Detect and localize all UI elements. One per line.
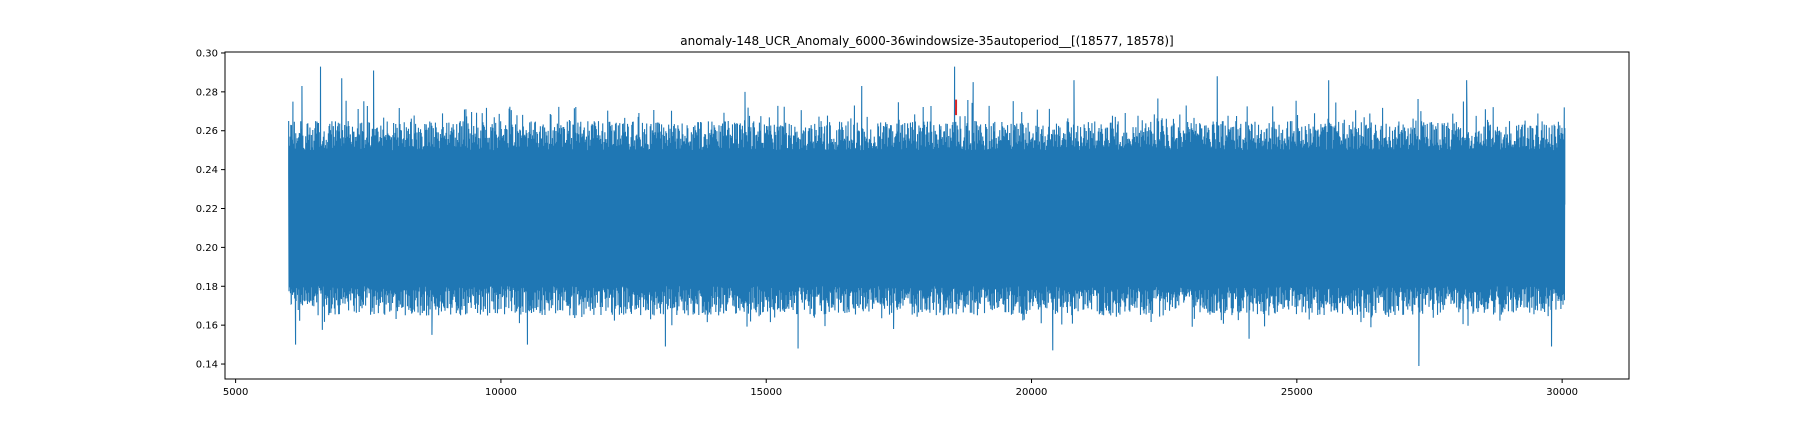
series-line xyxy=(288,66,1566,366)
y-tick-label: 0.30 xyxy=(196,48,218,59)
x-tick-label: 20000 xyxy=(1016,387,1048,398)
plot-area xyxy=(224,51,1630,380)
x-tick-label: 25000 xyxy=(1281,387,1313,398)
x-tick-label: 15000 xyxy=(750,387,782,398)
y-tick-label: 0.16 xyxy=(196,321,218,332)
y-tick-label: 0.28 xyxy=(196,87,218,98)
y-tick-label: 0.20 xyxy=(196,243,218,254)
x-axis: 5000 10000 15000 20000 25000 30000 xyxy=(223,379,1578,398)
axes-frame xyxy=(224,51,1630,380)
y-axis: 0.14 0.16 0.18 0.20 0.22 0.24 0.26 0.28 0.30 xyxy=(196,48,225,371)
y-tick-label: 0.22 xyxy=(196,204,218,215)
x-tick-label: 5000 xyxy=(223,387,248,398)
series-line-layer xyxy=(288,66,1566,366)
y-tick-label: 0.18 xyxy=(196,282,218,293)
chart-title: anomaly-148_UCR_Anomaly_6000-36windowsiz… xyxy=(680,34,1173,48)
x-tick-label: 10000 xyxy=(485,387,517,398)
y-tick-label: 0.14 xyxy=(196,360,218,371)
x-tick-label: 30000 xyxy=(1546,387,1578,398)
y-tick-label: 0.26 xyxy=(196,126,218,137)
y-tick-label: 0.24 xyxy=(196,165,218,176)
